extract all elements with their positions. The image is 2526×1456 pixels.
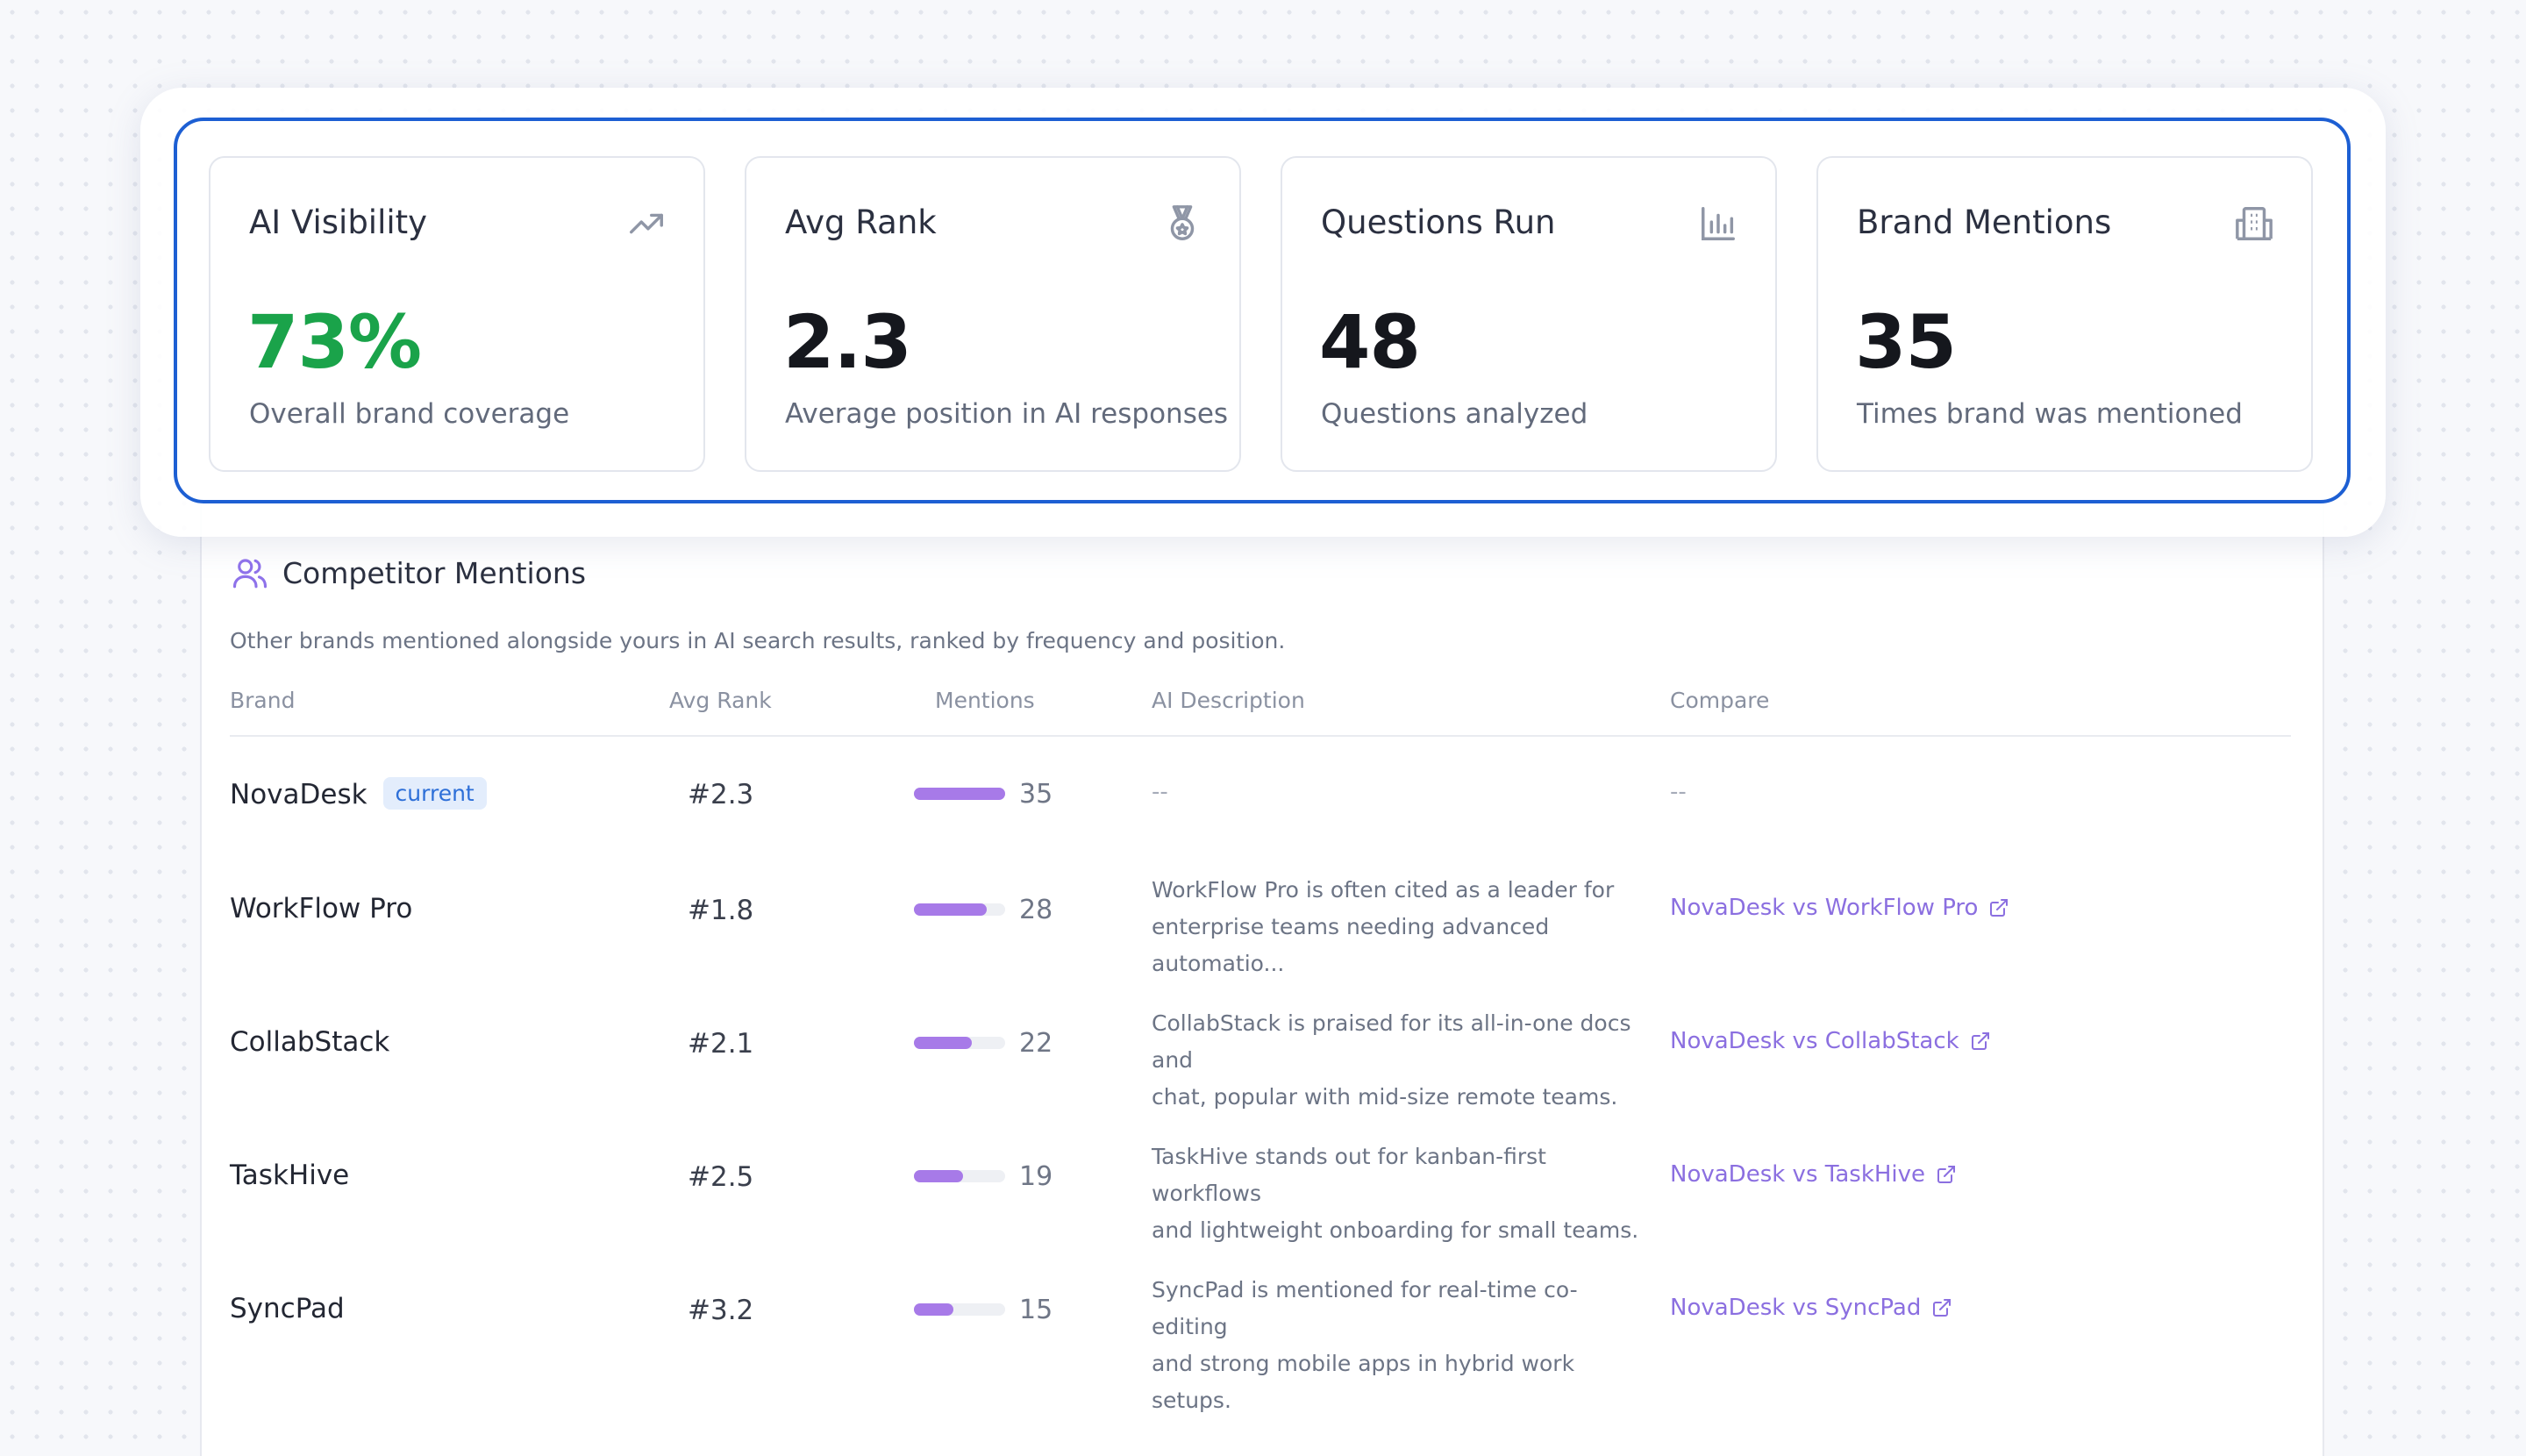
mentions-bar-fill xyxy=(914,903,988,916)
ai-description: TaskHive stands out for kanban-first wor… xyxy=(1152,1138,1652,1249)
ai-description: CollabStack is praised for its all-in-on… xyxy=(1152,1005,1652,1116)
compare-link[interactable]: NovaDesk vs SyncPad xyxy=(1670,1295,1952,1321)
avg-rank-value: #1.8 xyxy=(688,895,754,926)
competitor-panel xyxy=(200,491,2324,1456)
stat-title: AI Visibility xyxy=(249,203,428,241)
compare-link[interactable]: NovaDesk vs WorkFlow Pro xyxy=(1670,895,2009,921)
ai-description-empty: -- xyxy=(1152,779,1168,805)
ai-description-line: SyncPad is mentioned for real-time co-ed… xyxy=(1152,1277,1578,1339)
stat-card-avg-rank: Avg Rank 2.3 Average position in AI resp… xyxy=(745,156,1241,472)
stat-card-brand-mentions: Brand Mentions 35 Times brand was mentio… xyxy=(1816,156,2313,472)
stat-card-questions-run: Questions Run 48 Questions analyzed xyxy=(1281,156,1777,472)
mentions-bar-fill xyxy=(914,1170,964,1182)
ai-description: SyncPad is mentioned for real-time co-ed… xyxy=(1152,1272,1652,1419)
stat-title: Avg Rank xyxy=(785,203,937,241)
mentions-count: 15 xyxy=(1019,1295,1053,1325)
mentions-count: 22 xyxy=(1019,1028,1053,1059)
brand-name: SyncPad xyxy=(230,1293,345,1324)
compare-link[interactable]: NovaDesk vs TaskHive xyxy=(1670,1161,1957,1188)
mentions-bar xyxy=(914,903,1005,916)
mentions-bar xyxy=(914,1303,1005,1316)
external-link-icon xyxy=(1933,1299,1952,1317)
current-badge: current xyxy=(382,777,487,810)
building-icon xyxy=(2236,207,2273,240)
ai-description-line: TaskHive stands out for kanban-first wor… xyxy=(1152,1144,1546,1206)
ai-description-line: and lightweight onboarding for small tea… xyxy=(1152,1217,1639,1243)
column-header-compare: Compare xyxy=(1670,688,1770,713)
brand-name: WorkFlow Pro xyxy=(230,893,413,924)
ai-description-line: enterprise teams needing advanced automa… xyxy=(1152,914,1550,976)
medal-icon xyxy=(1170,205,1195,240)
stat-subtitle: Times brand was mentioned xyxy=(1857,398,2243,430)
mentions-bar-fill xyxy=(914,1303,953,1316)
bar-chart-icon xyxy=(1702,207,1735,240)
mentions-count: 19 xyxy=(1019,1161,1053,1192)
trending-up-icon xyxy=(630,213,663,234)
ai-description-line: and strong mobile apps in hybrid work se… xyxy=(1152,1351,1575,1413)
compare-link-label: NovaDesk vs SyncPad xyxy=(1670,1295,1922,1321)
stat-subtitle: Questions analyzed xyxy=(1321,398,1588,430)
stat-value: 35 xyxy=(1855,299,1957,385)
avg-rank-value: #2.5 xyxy=(688,1161,754,1193)
mentions-bar xyxy=(914,1170,1005,1182)
section-title: Competitor Mentions xyxy=(282,556,587,590)
column-header-mentions: Mentions xyxy=(935,688,1035,713)
stat-subtitle: Average position in AI responses xyxy=(785,398,1229,430)
external-link-icon xyxy=(1990,899,2009,917)
mentions-bar-fill xyxy=(914,788,1005,800)
stat-value: 73% xyxy=(247,299,422,385)
brand-name: CollabStack xyxy=(230,1026,390,1058)
external-link-icon xyxy=(1971,1032,1989,1050)
ai-description-line: CollabStack is praised for its all-in-on… xyxy=(1152,1010,1631,1073)
avg-rank-value: #2.3 xyxy=(688,779,754,810)
stat-value: 2.3 xyxy=(783,299,912,385)
stat-value: 48 xyxy=(1319,299,1421,385)
avg-rank-value: #3.2 xyxy=(688,1295,754,1326)
ai-description-line: chat, popular with mid-size remote teams… xyxy=(1152,1084,1618,1110)
column-header-avg-rank: Avg Rank xyxy=(669,688,772,713)
mentions-bar xyxy=(914,1037,1005,1049)
users-icon xyxy=(232,559,268,589)
column-header-ai-description: AI Description xyxy=(1152,688,1305,713)
section-description: Other brands mentioned alongside yours i… xyxy=(230,628,1286,653)
compare-empty: -- xyxy=(1670,779,1687,805)
stat-title: Questions Run xyxy=(1321,203,1556,241)
stat-card-ai-visibility: AI Visibility 73% Overall brand coverage xyxy=(209,156,705,472)
mentions-bar xyxy=(914,788,1005,800)
brand-name: TaskHive xyxy=(230,1160,350,1191)
table-row-brand: NovaDesk current xyxy=(230,777,487,810)
mentions-bar-fill xyxy=(914,1037,972,1049)
ai-description: WorkFlow Pro is often cited as a leader … xyxy=(1152,872,1652,982)
brand-name: NovaDesk xyxy=(230,779,367,810)
stat-subtitle: Overall brand coverage xyxy=(249,398,570,430)
avg-rank-value: #2.1 xyxy=(688,1028,754,1060)
compare-link-label: NovaDesk vs TaskHive xyxy=(1670,1161,1926,1188)
mentions-count: 35 xyxy=(1019,779,1053,810)
header-divider xyxy=(230,735,2291,737)
mentions-count: 28 xyxy=(1019,895,1053,925)
ai-description-line: WorkFlow Pro is often cited as a leader … xyxy=(1152,877,1615,903)
compare-link-label: NovaDesk vs WorkFlow Pro xyxy=(1670,895,1979,921)
stat-title: Brand Mentions xyxy=(1857,203,2112,241)
compare-link[interactable]: NovaDesk vs CollabStack xyxy=(1670,1028,1991,1054)
external-link-icon xyxy=(1937,1166,1956,1183)
compare-link-label: NovaDesk vs CollabStack xyxy=(1670,1028,1959,1054)
column-header-brand: Brand xyxy=(230,688,296,713)
